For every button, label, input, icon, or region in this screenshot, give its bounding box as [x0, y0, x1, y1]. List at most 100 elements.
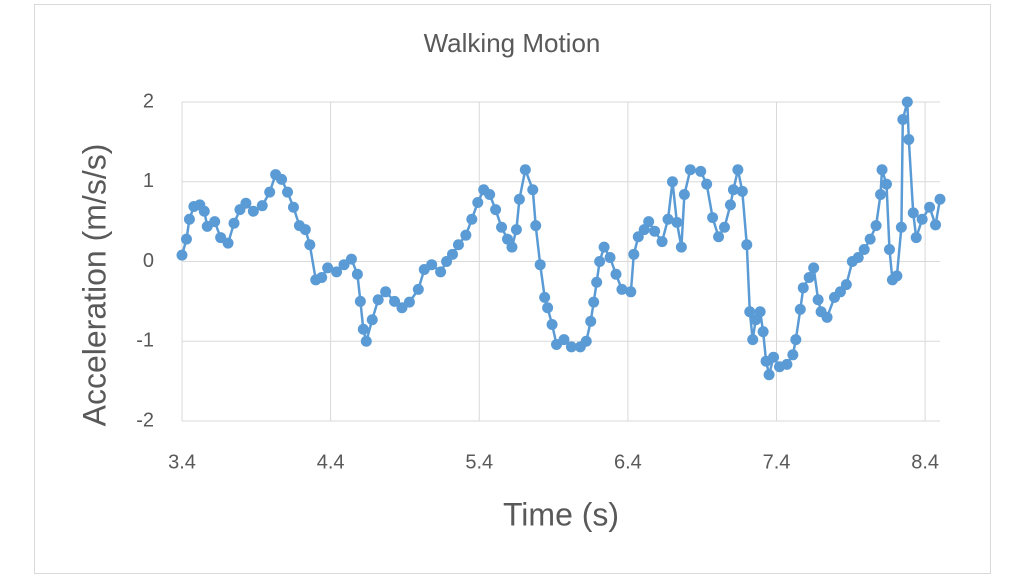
data-point — [403, 296, 415, 308]
data-point — [247, 205, 259, 217]
data-point — [812, 294, 824, 306]
data-point — [490, 204, 502, 216]
data-point — [662, 213, 674, 225]
data-point — [754, 306, 766, 318]
data-point — [794, 303, 806, 315]
data-point — [558, 334, 570, 346]
y-tick-label: -2 — [136, 409, 154, 431]
x-tick-label: 4.4 — [317, 451, 345, 473]
data-point — [452, 239, 464, 251]
data-point — [539, 291, 551, 303]
chart-title: Walking Motion — [424, 28, 601, 58]
x-axis-label: Time (s) — [503, 496, 619, 532]
data-point — [864, 233, 876, 245]
data-point — [594, 256, 606, 267]
data-point — [781, 358, 793, 370]
data-point — [790, 334, 802, 346]
data-point — [380, 286, 392, 298]
x-tick-label: 3.4 — [168, 451, 196, 473]
data-point — [675, 241, 687, 253]
data-point — [351, 268, 363, 280]
data-point — [718, 221, 730, 233]
data-point — [299, 224, 311, 236]
data-point — [741, 239, 753, 251]
data-point — [588, 296, 600, 308]
data-point — [519, 164, 531, 176]
data-point — [610, 268, 622, 280]
data-point — [412, 283, 424, 295]
data-point — [287, 201, 299, 213]
data-point — [891, 270, 903, 282]
data-point — [372, 294, 384, 306]
data-point — [852, 252, 864, 264]
data-point — [821, 311, 833, 323]
data-point — [276, 173, 288, 185]
y-axis-label: Acceleration (m/s/s) — [76, 144, 112, 427]
data-point — [264, 186, 276, 198]
data-point — [256, 200, 268, 212]
data-point — [484, 189, 496, 201]
data-point — [506, 241, 518, 253]
data-point — [684, 164, 696, 176]
data-point — [880, 178, 892, 190]
data-point — [180, 233, 192, 245]
data-point — [331, 266, 343, 278]
data-point — [565, 341, 577, 353]
data-point — [876, 164, 888, 176]
data-point — [426, 259, 438, 271]
data-point — [870, 220, 882, 232]
data-point — [883, 244, 895, 256]
data-point — [924, 201, 936, 213]
data-point — [701, 178, 713, 190]
data-point — [472, 196, 484, 208]
data-point — [763, 369, 775, 381]
data-point — [510, 224, 522, 236]
data-point — [496, 221, 508, 233]
data-point — [916, 213, 928, 225]
data-point — [930, 219, 942, 231]
data-point — [656, 236, 668, 248]
data-point — [643, 216, 655, 228]
data-point — [901, 96, 913, 108]
x-tick-label: 6.4 — [614, 451, 642, 473]
data-point — [727, 184, 739, 196]
data-point — [747, 334, 759, 346]
data-point — [360, 335, 372, 347]
data-point — [678, 189, 690, 201]
data-point — [209, 216, 221, 228]
data-point — [897, 114, 909, 126]
data-point — [875, 189, 887, 201]
data-point — [513, 193, 525, 205]
data-point — [666, 176, 678, 188]
data-point — [447, 248, 459, 260]
data-point — [797, 282, 809, 294]
data-point — [222, 237, 234, 249]
data-point — [598, 241, 610, 253]
data-point — [198, 205, 210, 217]
data-point — [240, 197, 252, 209]
data-point — [357, 323, 369, 335]
data-point — [534, 259, 546, 271]
data-point — [736, 185, 748, 197]
data-point — [695, 165, 707, 177]
data-point — [546, 319, 558, 331]
data-point — [803, 271, 815, 283]
x-tick-label: 7.4 — [763, 451, 791, 473]
data-point — [527, 184, 539, 196]
y-tick-label: -1 — [136, 330, 154, 352]
data-point — [304, 239, 316, 251]
data-point — [366, 314, 378, 326]
data-point — [585, 315, 597, 327]
data-point — [808, 262, 820, 274]
data-point — [628, 248, 640, 260]
data-point — [787, 349, 799, 361]
data-point — [542, 302, 554, 314]
data-point — [768, 351, 780, 363]
data-point — [757, 326, 769, 338]
data-point — [460, 229, 472, 241]
x-tick-label: 8.4 — [911, 451, 939, 473]
data-point — [580, 335, 592, 347]
data-point — [530, 220, 542, 232]
data-point — [466, 213, 478, 225]
